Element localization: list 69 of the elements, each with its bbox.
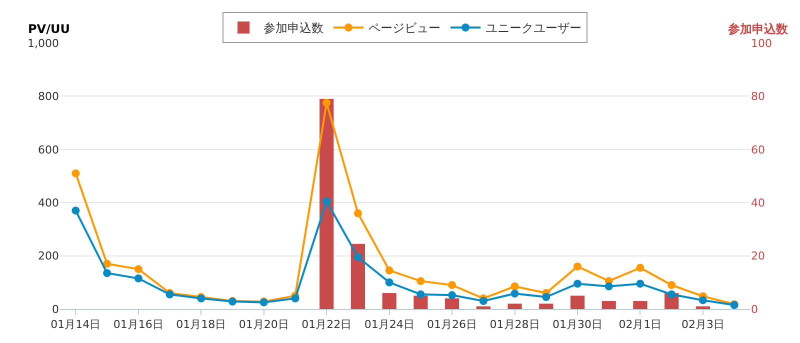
bar bbox=[350, 244, 366, 309]
point bbox=[698, 296, 707, 304]
point bbox=[416, 277, 425, 286]
y2-tick-label: 20 bbox=[751, 250, 765, 263]
point bbox=[385, 278, 394, 286]
y-tick-label: 800 bbox=[38, 90, 59, 104]
point bbox=[448, 281, 456, 290]
point bbox=[668, 290, 676, 298]
point bbox=[416, 290, 425, 298]
point bbox=[72, 206, 80, 215]
y2-tick-label: 60 bbox=[751, 143, 765, 156]
point bbox=[479, 297, 488, 306]
x-tick-label: 01月28日 bbox=[490, 318, 540, 332]
bar bbox=[633, 301, 648, 309]
x-tick-label: 01月14日 bbox=[50, 318, 101, 332]
point bbox=[103, 269, 112, 278]
x-tick-label: 01月20日 bbox=[238, 318, 289, 332]
y-tick-label: 400 bbox=[38, 196, 59, 210]
y2-tick-label: 80 bbox=[751, 90, 765, 104]
bar bbox=[539, 304, 554, 309]
legend-label: ユニークユーザー bbox=[486, 21, 582, 36]
x-tick-label: 01月24日 bbox=[364, 318, 414, 332]
point bbox=[134, 274, 142, 282]
point bbox=[636, 280, 644, 288]
x-tick-label: 02月1日 bbox=[618, 318, 662, 332]
point bbox=[103, 260, 112, 268]
point bbox=[322, 197, 331, 206]
bar bbox=[508, 304, 522, 309]
bar bbox=[476, 306, 490, 309]
y-tick-label: 0 bbox=[52, 302, 59, 316]
bar bbox=[382, 293, 396, 309]
x-tick-label: 01月18日 bbox=[176, 318, 226, 332]
point bbox=[510, 282, 519, 290]
point bbox=[668, 281, 676, 290]
bar bbox=[570, 296, 585, 309]
bar bbox=[602, 301, 616, 309]
y-tick-label: 200 bbox=[38, 250, 59, 263]
x-tick-label: 01月22日 bbox=[302, 318, 352, 332]
y2-tick-label: 40 bbox=[751, 196, 765, 210]
point bbox=[291, 294, 300, 302]
bar bbox=[414, 296, 428, 309]
point bbox=[322, 98, 331, 107]
legend-label: ページビュー bbox=[368, 21, 440, 36]
y-tick-label: 600 bbox=[38, 143, 59, 156]
legend-label: 参加申込数 bbox=[264, 21, 324, 36]
y-axis-title: PV/UU bbox=[28, 22, 70, 36]
point bbox=[574, 280, 582, 288]
bar bbox=[320, 98, 334, 309]
y-tick-label: 1,000 bbox=[28, 36, 59, 50]
x-tick-label: 02月3日 bbox=[681, 318, 724, 332]
point bbox=[354, 253, 362, 262]
point bbox=[354, 209, 362, 218]
point bbox=[72, 169, 80, 178]
y2-axis-title: 参加申込数 bbox=[727, 22, 789, 36]
point bbox=[604, 282, 613, 290]
point bbox=[134, 265, 142, 274]
point bbox=[385, 266, 394, 274]
bar bbox=[696, 306, 710, 309]
x-tick-label: 01月30日 bbox=[552, 318, 602, 332]
bar bbox=[444, 298, 460, 309]
y2-tick-label: 0 bbox=[751, 302, 758, 316]
x-tick-label: 01月26日 bbox=[427, 318, 478, 332]
point bbox=[510, 290, 519, 298]
point bbox=[542, 293, 550, 302]
x-tick-label: 01月16日 bbox=[113, 318, 164, 332]
point bbox=[448, 291, 456, 300]
point bbox=[574, 262, 582, 270]
y2-tick-label: 100 bbox=[751, 36, 772, 50]
point bbox=[636, 264, 644, 272]
